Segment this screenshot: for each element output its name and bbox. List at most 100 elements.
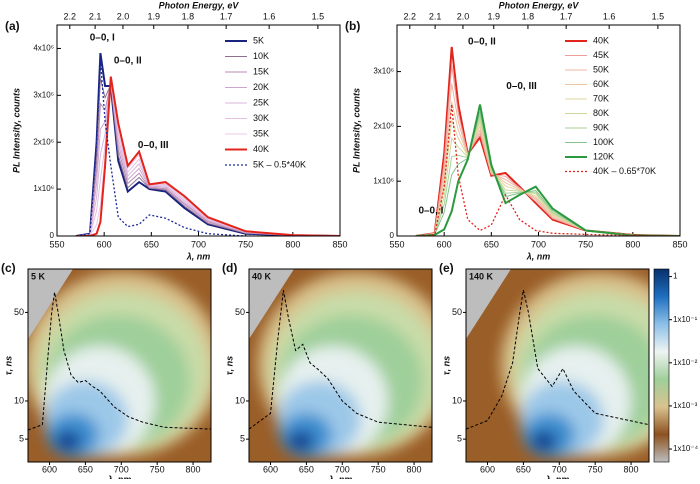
x2-tick-label: 1.6 (263, 11, 276, 21)
annotation: 0–0, III (138, 140, 169, 151)
annotation: 0–0, I (418, 205, 443, 216)
x-tick-label: 800 (624, 464, 639, 474)
y-tick-label: 2x10⁶ (373, 121, 394, 130)
series-line (75, 78, 340, 236)
x-tick-label: 600 (263, 464, 278, 474)
x2-axis-title: Photon Energy, eV (159, 0, 240, 10)
heat-mask (28, 269, 73, 339)
x2-tick-label: 2.1 (89, 11, 102, 21)
y-tick-label: 10 (235, 395, 245, 405)
heatmap (249, 269, 432, 462)
series-line (75, 81, 340, 236)
x-tick-label: 750 (588, 464, 603, 474)
x2-tick-label: 1.9 (487, 11, 500, 21)
legend-label: 50K (593, 64, 609, 74)
heat-mask (466, 269, 511, 339)
series-line (75, 78, 340, 236)
x2-tick-label: 2.2 (404, 11, 417, 21)
x-tick-label: 700 (114, 464, 129, 474)
x-tick-label: 850 (332, 239, 347, 249)
y-axis-title: PL Intensity, counts (11, 88, 21, 173)
y-tick-label: 0 (50, 231, 55, 240)
x2-tick-label: 1.8 (522, 11, 535, 21)
legend-label: 60K (593, 79, 609, 89)
legend-label: 80K (593, 108, 609, 118)
y-tick-label: 50 (235, 307, 245, 317)
plot-lines (415, 46, 680, 236)
series-line (415, 104, 680, 236)
x-tick-label: 850 (672, 239, 687, 249)
x2-tick-label: 1.6 (603, 11, 616, 21)
x2-tick-label: 2.0 (457, 11, 470, 21)
colorbar-tick-label: 1x10⁻² (673, 358, 698, 367)
x2-tick-label: 2.2 (64, 11, 77, 21)
frame (465, 268, 650, 463)
frame (56, 24, 341, 237)
x2-tick-label: 1.7 (560, 11, 573, 21)
panel-label: (e) (439, 261, 454, 275)
y-axis-title: PL Intensity, counts (351, 88, 361, 173)
colorbar-tick-label: 1x10⁻⁴ (673, 444, 699, 453)
y-tick-label: 5 (457, 434, 462, 444)
series-line (415, 119, 680, 236)
x2-tick-label: 2.1 (429, 11, 442, 21)
x-axis-title: λ, nm (545, 474, 570, 479)
panel-title: 40 K (252, 271, 272, 281)
legend-label: 40K (253, 144, 269, 154)
spectrum-line (28, 292, 211, 431)
plot-lines (75, 52, 340, 236)
y-axis-title: τ, ns (441, 356, 451, 375)
heat-blob (531, 431, 557, 451)
y-tick-label: 50 (452, 307, 462, 317)
heatmap-shapes (258, 272, 432, 457)
legend-label: 120K (593, 151, 614, 161)
spectrum-line (249, 290, 432, 430)
series-line (415, 104, 680, 236)
x-tick-label: 600 (480, 464, 495, 474)
y-axis-title: τ, ns (3, 356, 13, 375)
x-axis-title: λ, nm (526, 251, 551, 261)
panel-label: (b) (345, 19, 360, 33)
heat-blob (55, 431, 81, 451)
x2-tick-label: 1.7 (220, 11, 233, 21)
x-tick-label: 800 (625, 239, 640, 249)
legend-label: 40K (593, 35, 609, 45)
frame (396, 24, 681, 237)
legend-label: 90K (593, 122, 609, 132)
series-line (415, 83, 680, 236)
series-line (415, 117, 680, 236)
x-axis-title: λ, nm (107, 474, 132, 479)
x-axis-title: λ, nm (328, 474, 353, 479)
y-tick-label: 50 (14, 307, 24, 317)
y-tick-label: 3x10⁶ (373, 67, 394, 76)
series-line (75, 60, 340, 236)
colorbar-tick-label: 1x10⁻³ (673, 401, 698, 410)
x-tick-label: 800 (186, 464, 201, 474)
y-tick-label: 1x10⁶ (373, 176, 394, 185)
legend-label: 25K (253, 97, 269, 107)
x-tick-label: 650 (144, 239, 159, 249)
y-axis-title: τ, ns (224, 356, 234, 375)
x2-tick-label: 1.5 (652, 11, 665, 21)
x-tick-label: 700 (335, 464, 350, 474)
panel-label: (c) (1, 261, 16, 275)
y-tick-label: 3x10⁶ (33, 90, 54, 99)
colorbar-tick-label: 1x10⁻¹ (673, 315, 698, 324)
annotation: 0–0, II (114, 56, 142, 67)
x2-tick-label: 1.8 (182, 11, 195, 21)
panel-label: (a) (5, 19, 20, 33)
heatmap (28, 269, 211, 462)
x-tick-label: 550 (49, 239, 64, 249)
x-tick-label: 600 (437, 239, 452, 249)
x-tick-label: 600 (42, 464, 57, 474)
annotation: 0–0, III (506, 81, 537, 92)
legend-label: 20K (253, 82, 269, 92)
x-tick-label: 800 (407, 464, 422, 474)
spectrum-line (466, 289, 649, 430)
legend-label: 30K (253, 113, 269, 123)
x-tick-label: 650 (484, 239, 499, 249)
y-tick-label: 0 (390, 231, 395, 240)
heat-mask (249, 269, 294, 339)
frame (27, 268, 212, 463)
